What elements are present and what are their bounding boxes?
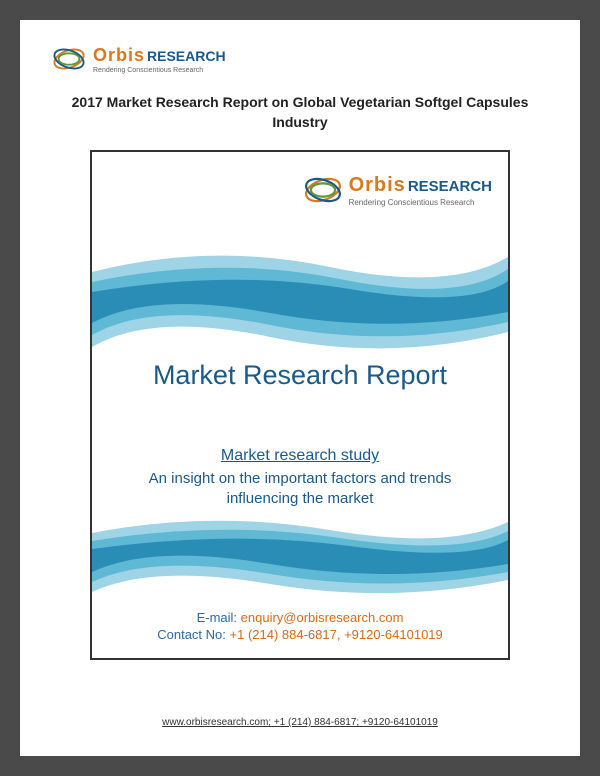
phone-value: +1 (214) 884-6817, +9120-64101019	[230, 627, 443, 642]
email-label: E-mail:	[197, 610, 237, 625]
cover-subtitle: Market research study An insight on the …	[92, 447, 508, 508]
logo-tagline: Rendering Conscientious Research	[349, 198, 492, 207]
logo-icon	[301, 168, 345, 212]
phone-label: Contact No:	[157, 627, 226, 642]
logo-text: Orbis RESEARCH Rendering Conscientious R…	[93, 45, 226, 74]
contact-info: E-mail: enquiry@orbisresearch.com Contac…	[92, 610, 508, 642]
cover-image: Orbis RESEARCH Rendering Conscientious R…	[90, 150, 510, 660]
cover-heading: Market Research Report	[92, 360, 508, 391]
wave-decoration-upper	[92, 237, 508, 377]
study-title: Market research study	[117, 447, 483, 465]
logo-icon	[50, 40, 88, 78]
email-value: enquiry@orbisresearch.com	[241, 610, 404, 625]
cover-logo: Orbis RESEARCH Rendering Conscientious R…	[301, 168, 492, 212]
logo-brand-secondary: RESEARCH	[408, 178, 492, 195]
logo-brand-primary: Orbis	[93, 45, 145, 66]
document-page: Orbis RESEARCH Rendering Conscientious R…	[20, 20, 580, 756]
logo-brand-secondary: RESEARCH	[147, 48, 226, 64]
study-description: An insight on the important factors and …	[117, 469, 483, 508]
logo-brand-primary: Orbis	[349, 174, 406, 197]
header-logo: Orbis RESEARCH Rendering Conscientious R…	[50, 40, 550, 78]
report-title: 2017 Market Research Report on Global Ve…	[50, 93, 550, 132]
logo-tagline: Rendering Conscientious Research	[93, 67, 226, 74]
wave-decoration-lower	[92, 508, 508, 608]
page-footer: www.orbisresearch.com; +1 (214) 884-6817…	[20, 717, 580, 728]
